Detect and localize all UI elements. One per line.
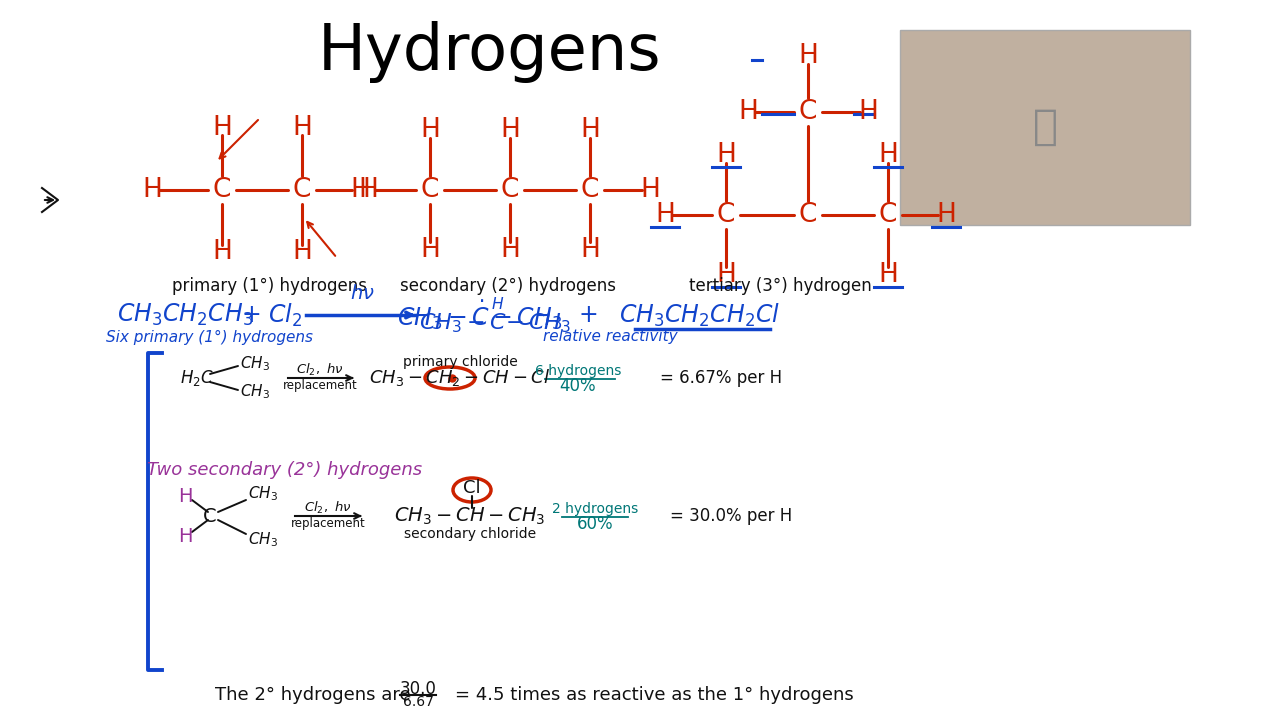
Text: $+$: $+$ bbox=[579, 303, 598, 327]
Text: replacement: replacement bbox=[283, 379, 357, 392]
Text: Cl: Cl bbox=[463, 479, 481, 497]
Text: Two secondary (2°) hydrogens: Two secondary (2°) hydrogens bbox=[147, 461, 422, 479]
Text: replacement: replacement bbox=[291, 518, 365, 531]
Text: C: C bbox=[204, 506, 216, 526]
Text: C: C bbox=[879, 202, 897, 228]
Text: H: H bbox=[716, 262, 736, 288]
Text: H: H bbox=[212, 115, 232, 141]
Text: H: H bbox=[358, 177, 378, 203]
Text: = 4.5 times as reactive as the 1° hydrogens: = 4.5 times as reactive as the 1° hydrog… bbox=[454, 686, 854, 704]
Text: 30.0: 30.0 bbox=[399, 680, 436, 698]
Text: The 2° hydrogens are: The 2° hydrogens are bbox=[215, 686, 411, 704]
Text: H: H bbox=[580, 117, 600, 143]
Text: primary (1°) hydrogens: primary (1°) hydrogens bbox=[173, 277, 367, 295]
Text: H: H bbox=[936, 202, 956, 228]
Text: H: H bbox=[878, 262, 899, 288]
Text: primary chloride: primary chloride bbox=[403, 355, 517, 369]
Text: relative reactivity: relative reactivity bbox=[543, 330, 677, 344]
Text: 📷: 📷 bbox=[1033, 106, 1057, 148]
Text: $Cl_2,\ h\nu$: $Cl_2,\ h\nu$ bbox=[305, 500, 352, 516]
Text: Hydrogens: Hydrogens bbox=[319, 21, 662, 83]
Text: H: H bbox=[580, 237, 600, 263]
Text: C: C bbox=[717, 202, 735, 228]
Text: H: H bbox=[655, 202, 675, 228]
Text: 6 hydrogens: 6 hydrogens bbox=[535, 364, 621, 378]
Text: H: H bbox=[420, 117, 440, 143]
Text: H: H bbox=[292, 239, 312, 265]
Text: $+\ Cl_2$: $+\ Cl_2$ bbox=[242, 302, 302, 328]
Text: $CH_3-\overset{H}{\underset{}{C}}\!-CH_3$: $CH_3-\overset{H}{\underset{}{C}}\!-CH_3… bbox=[419, 295, 571, 335]
Text: C: C bbox=[500, 177, 520, 203]
Text: $CH_3$: $CH_3$ bbox=[248, 531, 278, 549]
Text: $H_2C$: $H_2C$ bbox=[180, 368, 214, 388]
Text: C: C bbox=[421, 177, 439, 203]
Text: $CH_3$: $CH_3$ bbox=[248, 485, 278, 503]
Text: H: H bbox=[739, 99, 758, 125]
Text: secondary (2°) hydrogens: secondary (2°) hydrogens bbox=[399, 277, 616, 295]
Text: $CH_3$: $CH_3$ bbox=[241, 382, 270, 401]
Text: H: H bbox=[716, 142, 736, 168]
Text: H: H bbox=[640, 177, 660, 203]
Text: H: H bbox=[878, 142, 899, 168]
Text: H: H bbox=[858, 99, 878, 125]
Text: H: H bbox=[178, 487, 192, 505]
Text: H: H bbox=[420, 237, 440, 263]
Text: H: H bbox=[797, 43, 818, 69]
Text: $CH_3$: $CH_3$ bbox=[241, 355, 270, 374]
Text: 60%: 60% bbox=[577, 515, 613, 533]
Text: H: H bbox=[142, 177, 163, 203]
Text: $Cl_2,\ h\nu$: $Cl_2,\ h\nu$ bbox=[296, 362, 344, 378]
Text: C: C bbox=[212, 177, 232, 203]
Text: $CH_3-CH-CH_3$: $CH_3-CH-CH_3$ bbox=[394, 505, 545, 526]
Text: C: C bbox=[293, 177, 311, 203]
FancyBboxPatch shape bbox=[900, 30, 1190, 225]
Text: = 6.67% per H: = 6.67% per H bbox=[660, 369, 782, 387]
Text: C: C bbox=[581, 177, 599, 203]
Text: C: C bbox=[799, 202, 817, 228]
Text: $CH_3 - \dot{C} - CH_3$: $CH_3 - \dot{C} - CH_3$ bbox=[397, 298, 563, 332]
Text: C: C bbox=[799, 99, 817, 125]
Text: Six primary (1°) hydrogens: Six primary (1°) hydrogens bbox=[106, 330, 314, 344]
Text: secondary chloride: secondary chloride bbox=[404, 527, 536, 541]
Text: $h\nu$: $h\nu$ bbox=[349, 284, 374, 303]
Text: H: H bbox=[292, 115, 312, 141]
Text: H: H bbox=[500, 237, 520, 263]
Text: 6.67: 6.67 bbox=[403, 695, 434, 709]
Text: 2 hydrogens: 2 hydrogens bbox=[552, 502, 639, 516]
Text: $CH_3-CH_2-CH-Cl$: $CH_3-CH_2-CH-Cl$ bbox=[370, 367, 550, 389]
Text: H: H bbox=[212, 239, 232, 265]
Text: tertiary (3°) hydrogen: tertiary (3°) hydrogen bbox=[689, 277, 872, 295]
Text: H: H bbox=[500, 117, 520, 143]
Text: H: H bbox=[178, 526, 192, 546]
Text: $CH_3CH_2CH_3$: $CH_3CH_2CH_3$ bbox=[116, 302, 253, 328]
Text: $CH_3CH_2CH_2Cl$: $CH_3CH_2CH_2Cl$ bbox=[620, 302, 781, 328]
Text: H: H bbox=[349, 177, 370, 203]
Text: 40%: 40% bbox=[559, 377, 596, 395]
Text: = 30.0% per H: = 30.0% per H bbox=[669, 507, 792, 525]
